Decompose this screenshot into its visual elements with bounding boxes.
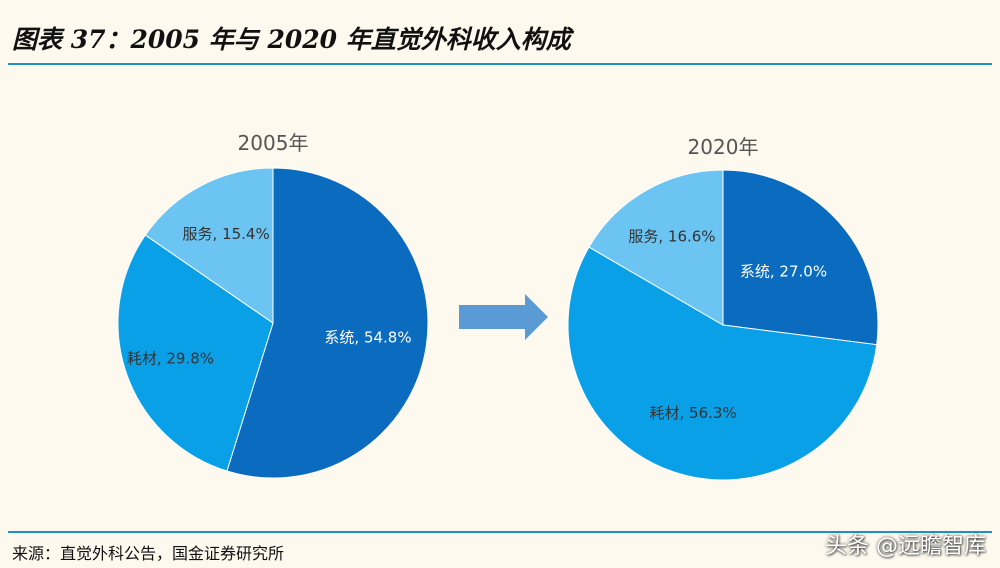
pie-title: 2020年	[688, 135, 759, 159]
watermark: 头条 @远瞻智库	[825, 534, 986, 559]
pie-slice	[588, 169, 724, 326]
pie-slice	[567, 246, 878, 481]
pie-title: 2005年	[238, 131, 309, 155]
pie-slice-label: 系统, 54.8%	[324, 328, 411, 346]
pie-slice-label: 系统, 27.0%	[740, 263, 827, 281]
pie-slice	[722, 169, 879, 346]
header-divider	[8, 63, 992, 65]
pie-slice-label: 耗材, 56.3%	[650, 404, 737, 422]
pie-slice	[117, 234, 274, 472]
footer-divider	[8, 531, 992, 533]
arrow-right-icon	[459, 294, 548, 340]
pie-slice-label: 耗材, 29.8%	[127, 349, 214, 367]
source-note: 来源：直觉外科公告，国金证券研究所	[12, 544, 285, 563]
pie-slice-label: 服务, 15.4%	[183, 225, 270, 243]
pie-slice-label: 服务, 16.6%	[628, 227, 715, 245]
page-title: 图表 37：2005 年与 2020 年直觉外科收入构成	[12, 25, 571, 54]
pie-slice	[144, 167, 274, 324]
pie-slice	[226, 167, 429, 479]
